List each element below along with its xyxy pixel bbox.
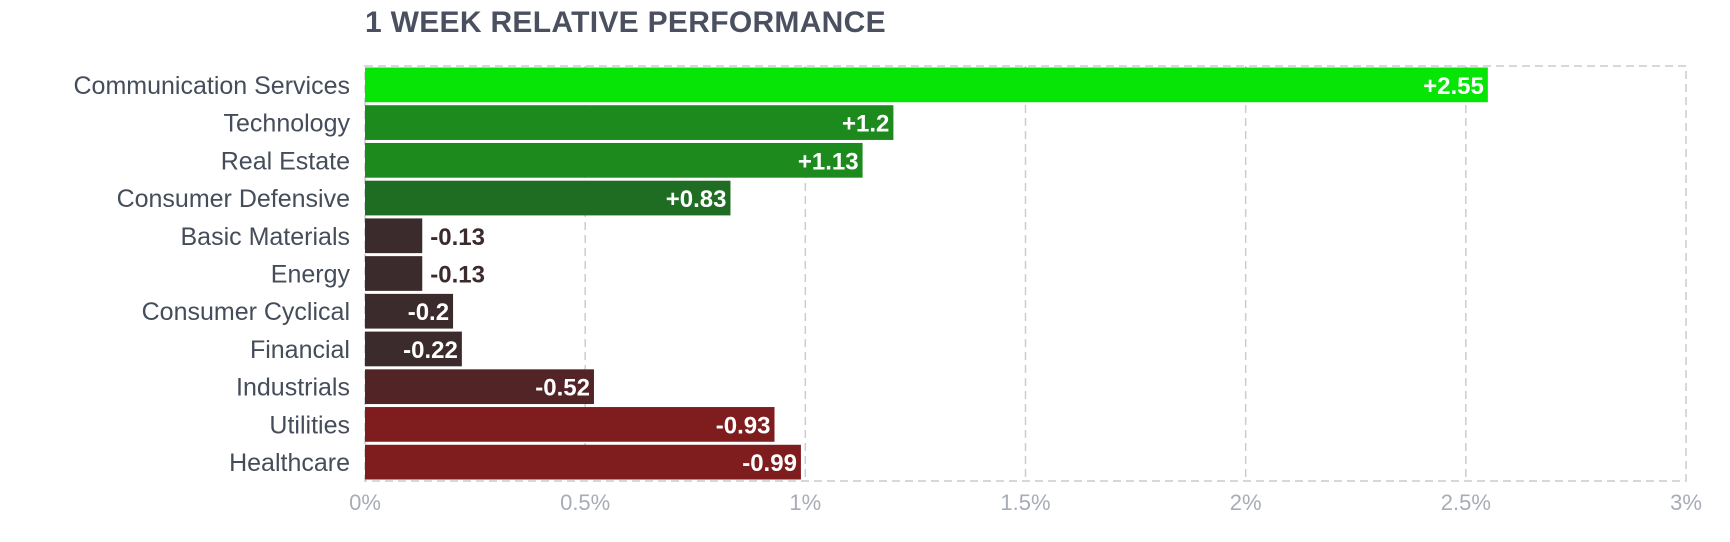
bar xyxy=(365,256,423,291)
data-label: -0.93 xyxy=(716,412,771,439)
x-tick-label: 0.5% xyxy=(560,490,610,515)
bar xyxy=(365,105,894,140)
data-label: -0.13 xyxy=(430,262,485,289)
data-label: -0.22 xyxy=(403,337,458,364)
data-label: +1.2 xyxy=(842,111,889,138)
data-label: -0.52 xyxy=(535,375,590,402)
x-tick-label: 1% xyxy=(789,490,821,515)
bar xyxy=(365,407,775,442)
x-tick-label: 2% xyxy=(1230,490,1262,515)
x-tick-label: 3% xyxy=(1670,490,1702,515)
data-label: +0.83 xyxy=(666,186,727,213)
category-label: Utilities xyxy=(269,411,350,439)
x-axis-ticks: 0% 0.5% 1% 1.5% 2% 2.5% 3% xyxy=(349,490,1702,515)
bars: +2.55 +1.2 +1.13 +0.83 -0.13 -0.13 -0.2 -0.22 -0… xyxy=(365,67,1488,480)
data-label: -0.99 xyxy=(742,450,797,477)
bar xyxy=(365,180,731,216)
data-label: -0.2 xyxy=(408,299,449,326)
x-tick-label: 1.5% xyxy=(1000,490,1050,515)
data-label: +1.13 xyxy=(798,148,859,175)
category-label: Real Estate xyxy=(221,147,350,175)
category-label: Financial xyxy=(250,336,350,364)
category-label: Energy xyxy=(271,261,351,289)
bar xyxy=(365,67,1488,103)
category-label: Industrials xyxy=(236,374,350,402)
category-label: Healthcare xyxy=(229,449,350,477)
bar xyxy=(365,293,454,329)
data-label: -0.13 xyxy=(430,224,485,251)
bar xyxy=(365,444,801,480)
category-labels: Communication Services Technology Real Est… xyxy=(74,72,351,477)
bar xyxy=(365,369,594,405)
category-label: Basic Materials xyxy=(181,223,351,251)
bar xyxy=(365,142,863,178)
x-tick-label: 2.5% xyxy=(1441,490,1491,515)
category-label: Communication Services xyxy=(74,72,351,100)
x-tick-label: 0% xyxy=(349,490,381,515)
category-label: Consumer Cyclical xyxy=(142,298,350,326)
chart-title: 1 WEEK RELATIVE PERFORMANCE xyxy=(365,6,886,39)
category-label: Consumer Defensive xyxy=(117,185,350,213)
bar xyxy=(365,218,423,254)
bar xyxy=(365,331,462,367)
data-label: +2.55 xyxy=(1423,73,1484,100)
category-label: Technology xyxy=(224,110,351,138)
